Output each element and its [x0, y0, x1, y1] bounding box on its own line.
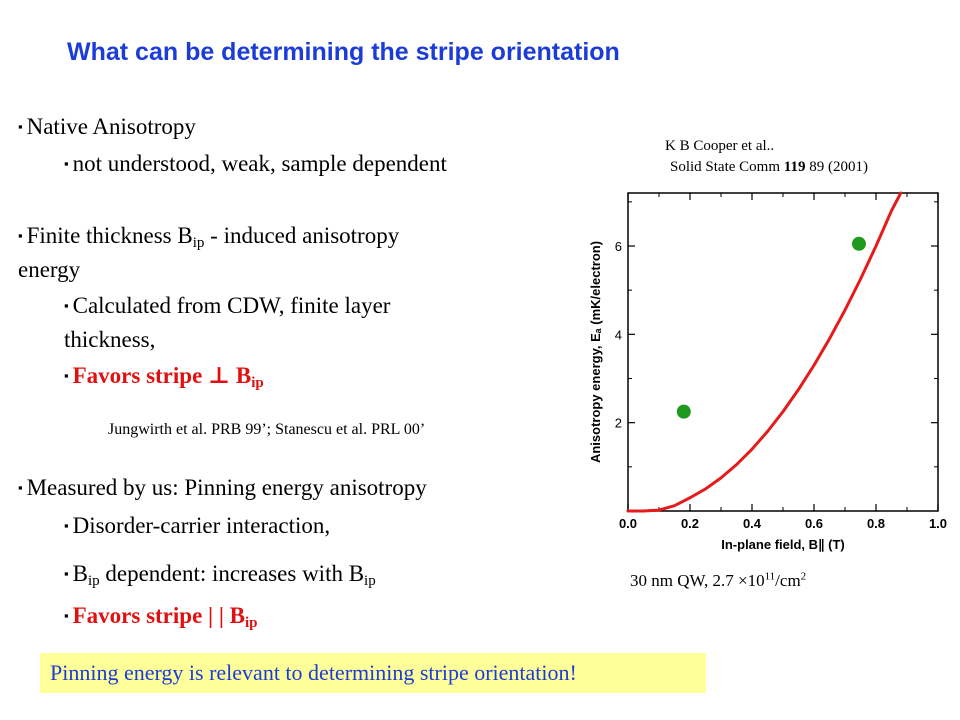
bullet-native-detail: ▪ not understood, weak, sample dependent: [64, 151, 447, 176]
square-bullet-icon: ▪: [18, 119, 23, 134]
chart-x-axis-label: In-plane field, B∥ (T): [721, 537, 845, 552]
reference-journal: Solid State Comm 119 89 (2001): [670, 159, 868, 175]
square-bullet-icon: ▪: [64, 608, 69, 623]
chart-series-line: [626, 191, 903, 513]
anisotropy-chart: 0.0 0.2 0.4 0.6 0.8 1.0 2 4 6 In-plane field, B∥…: [580, 185, 958, 565]
chart-y-tick-label: 4: [615, 327, 622, 342]
bullet-disorder: ▪ Disorder-carrier interaction,: [64, 513, 331, 538]
chart-x-tick-label: 1.0: [929, 516, 947, 531]
bullet-favors-parallel: ▪ Favors stripe | | Bip: [64, 603, 258, 631]
bullet-measured: ▪ Measured by us: Pinning energy anisotro…: [18, 475, 427, 500]
chart-x-tick-label: 0.8: [867, 516, 885, 531]
bullet-bip-dependent: ▪ Bip dependent: increases with Bip: [64, 561, 376, 589]
square-bullet-icon: ▪: [18, 228, 23, 243]
page-title: What can be determining the stripe orien…: [67, 38, 620, 66]
chart-y-axis-label: Anisotropy energy, Eₐ (mK/electron): [588, 241, 603, 463]
chart-data-point: [676, 404, 691, 419]
bullet-finite-thickness-cont: energy: [18, 257, 81, 282]
bullet-favors-perpendicular: ▪ Favors stripe ⊥ Bip: [64, 363, 264, 391]
square-bullet-icon: ▪: [18, 480, 23, 495]
chart-y-tick-label: 6: [615, 239, 622, 254]
square-bullet-icon: ▪: [64, 156, 69, 171]
bullet-calculated: ▪ Calculated from CDW, finite layer: [64, 293, 391, 318]
chart-x-tick-label: 0.4: [743, 516, 762, 531]
chart-x-tick-label: 0.6: [805, 516, 823, 531]
square-bullet-icon: ▪: [64, 298, 69, 313]
chart-x-tick-label: 0.0: [619, 516, 637, 531]
conclusion-banner: Pinning energy is relevant to determinin…: [40, 653, 706, 693]
reference-authors: K B Cooper et al..: [665, 138, 775, 154]
bullet-finite-thickness: ▪ Finite thickness Bip - induced anisotro…: [18, 223, 400, 251]
square-bullet-icon: ▪: [64, 518, 69, 533]
chart-x-tick-label: 0.2: [681, 516, 699, 531]
bullet-calculated-cont: thickness,: [64, 327, 156, 352]
chart-data-point: [851, 236, 866, 251]
square-bullet-icon: ▪: [64, 368, 69, 383]
bullet-native-anisotropy: ▪ Native Anisotropy: [18, 114, 196, 139]
theory-citation: Jungwirth et al. PRB 99’; Stanescu et al…: [108, 421, 426, 438]
chart-y-tick-label: 2: [615, 416, 622, 431]
square-bullet-icon: ▪: [64, 566, 69, 581]
chart-caption: 30 nm QW, 2.7 ×1011/cm2: [630, 570, 807, 590]
